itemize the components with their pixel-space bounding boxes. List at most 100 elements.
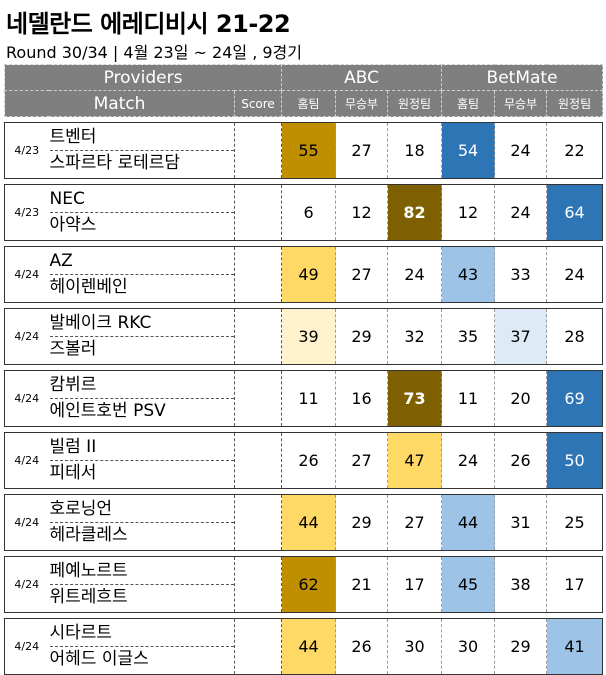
match-date: 4/24 [4,432,49,489]
table-row: 4/24 AZ 헤이렌베인 49 27 24 43 33 24 [4,246,604,303]
table-row: 4/24 캄뷔르 에인트호번 PSV 11 16 73 11 20 69 [4,370,604,427]
betmate-draw-pct: 37 [494,308,548,365]
home-team: 페예노르트 [49,561,128,581]
betmate-away-header: 원정팀 [546,90,604,117]
abc-home-header: 홈팀 [281,90,337,117]
abc-draw-pct: 16 [335,370,389,427]
abc-home-pct: 44 [281,618,337,675]
match-score [233,494,283,551]
match-date: 4/24 [4,370,49,427]
match-date: 4/24 [4,494,49,551]
match-date: 4/24 [4,556,49,613]
abc-away-pct: 32 [387,308,443,365]
away-team: 어헤드 이글스 [49,646,234,672]
away-team: 에인트호번 PSV [49,398,234,424]
home-team: 시타르트 [49,623,113,643]
abc-away-pct: 17 [387,556,443,613]
abc-home-pct: 55 [281,122,337,179]
away-team: 위트레흐트 [49,584,234,610]
home-team: 캄뷔르 [49,375,97,395]
table-row: 4/24 발베이크 RKC 즈볼러 39 29 32 35 37 28 [4,308,604,365]
abc-away-pct: 18 [387,122,443,179]
betmate-header: BetMate [441,64,604,91]
abc-away-pct: 82 [387,184,443,241]
abc-draw-pct: 21 [335,556,389,613]
away-team: 피테서 [49,460,234,486]
abc-home-pct: 26 [281,432,337,489]
betmate-home-pct: 45 [441,556,496,613]
betmate-home-pct: 24 [441,432,496,489]
abc-home-pct: 6 [281,184,337,241]
match-date: 4/24 [4,246,49,303]
betmate-away-pct: 50 [546,432,604,489]
betmate-draw-pct: 31 [494,494,548,551]
match-score [233,246,283,303]
abc-home-pct: 39 [281,308,337,365]
score-header: Score [233,90,283,117]
betmate-home-pct: 43 [441,246,496,303]
match-score [233,432,283,489]
home-team: 트벤터 [49,127,97,147]
betmate-away-pct: 41 [546,618,604,675]
abc-away-pct: 24 [387,246,443,303]
match-date: 4/23 [4,184,49,241]
away-team: 아약스 [49,212,234,238]
match-teams: 빌럼 II 피테서 [48,432,235,489]
away-team: 헤이렌베인 [49,274,234,300]
abc-draw-header: 무승부 [335,90,389,117]
betmate-draw-pct: 29 [494,618,548,675]
match-date: 4/24 [4,618,49,675]
abc-home-pct: 11 [281,370,337,427]
betmate-home-header: 홈팀 [441,90,496,117]
betmate-away-pct: 25 [546,494,604,551]
betmate-draw-pct: 26 [494,432,548,489]
table-row: 4/23 트벤터 스파르타 로테르담 55 27 18 54 24 22 [4,122,604,179]
page-subtitle: Round 30/34 | 4월 23일 ~ 24일 , 9경기 [6,43,302,62]
betmate-home-pct: 35 [441,308,496,365]
page-title: 네델란드 에레디비시 21-22 [6,10,291,38]
table-row: 4/24 호로닝언 헤라클레스 44 29 27 44 31 25 [4,494,604,551]
home-team: NEC [49,189,85,209]
betmate-away-pct: 24 [546,246,604,303]
match-date: 4/23 [4,122,49,179]
table-row: 4/23 NEC 아약스 6 12 82 12 24 64 [4,184,604,241]
abc-away-pct: 27 [387,494,443,551]
match-score [233,122,283,179]
table-row: 4/24 페예노르트 위트레흐트 62 21 17 45 38 17 [4,556,604,613]
betmate-away-pct: 28 [546,308,604,365]
match-header: Match [4,90,235,117]
home-team: AZ [49,251,73,271]
match-score [233,618,283,675]
match-teams: NEC 아약스 [48,184,235,241]
betmate-away-pct: 69 [546,370,604,427]
match-date: 4/24 [4,308,49,365]
betmate-away-pct: 22 [546,122,604,179]
abc-draw-pct: 29 [335,494,389,551]
betmate-draw-header: 무승부 [494,90,548,117]
betmate-home-pct: 44 [441,494,496,551]
match-score [233,556,283,613]
abc-draw-pct: 26 [335,618,389,675]
away-team: 헤라클레스 [49,522,234,548]
abc-draw-pct: 27 [335,432,389,489]
match-teams: AZ 헤이렌베인 [48,246,235,303]
home-team: 발베이크 RKC [49,313,152,333]
betmate-home-pct: 54 [441,122,496,179]
betmate-draw-pct: 24 [494,184,548,241]
away-team: 스파르타 로테르담 [49,150,234,176]
match-score [233,184,283,241]
betmate-draw-pct: 33 [494,246,548,303]
table-row: 4/24 시타르트 어헤드 이글스 44 26 30 30 29 41 [4,618,604,675]
betmate-away-pct: 17 [546,556,604,613]
home-team: 빌럼 II [49,437,97,457]
abc-home-pct: 62 [281,556,337,613]
abc-away-header: 원정팀 [387,90,443,117]
abc-home-pct: 44 [281,494,337,551]
betmate-away-pct: 64 [546,184,604,241]
abc-draw-pct: 12 [335,184,389,241]
abc-header: ABC [281,64,443,91]
